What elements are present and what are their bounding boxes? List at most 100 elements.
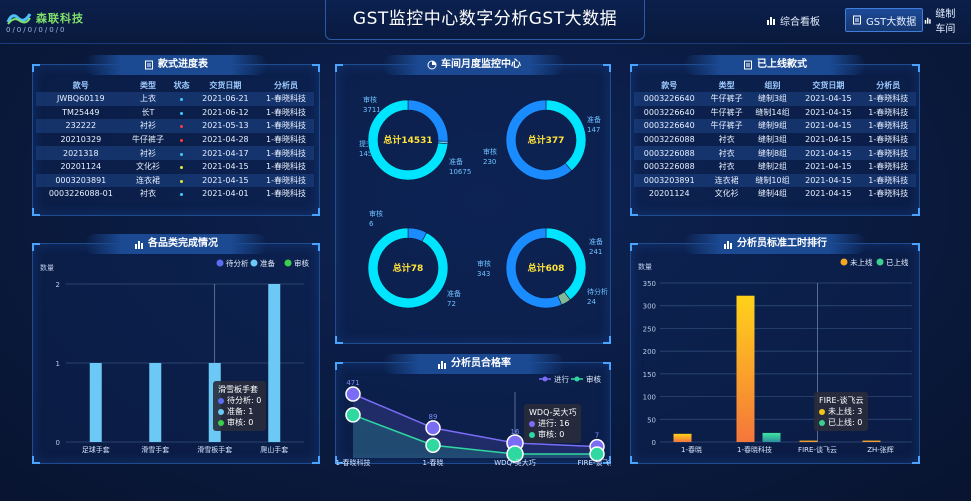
status-cell	[170, 119, 193, 133]
category-tooltip: 滑雪板手套 待分析: 0 准备: 1 审核: 0	[213, 381, 267, 431]
nav-sewing-workshop[interactable]: 缝制车间	[918, 8, 971, 35]
column-header[interactable]: 交货日期	[812, 80, 845, 90]
column-header[interactable]: 分析员	[876, 80, 901, 90]
donut-slice-label: 审核	[363, 95, 377, 104]
table-cell: 2021-04-17	[192, 146, 258, 160]
table-cell: 2021-04-01	[202, 189, 249, 199]
table-row[interactable]: 0003203891 连衣裙 2021-04-15 1-春晓科技	[36, 173, 314, 188]
donut-slice-value: 10675	[449, 168, 471, 176]
table-row[interactable]: 0003226088 衬衣 缝制2组 2021-04-15 1-春晓科技	[634, 160, 916, 174]
table-row[interactable]: 0003226088 衬衣 缝制8组 2021-04-15 1-春晓科技	[634, 146, 916, 160]
tooltip-line: 未上线: 3	[819, 406, 863, 417]
nav-gst-bigdata[interactable]: GST大数据	[845, 8, 924, 32]
style-progress-title: 款式进度表	[85, 55, 267, 75]
hours-tooltip: FIRE-谈飞云 未上线: 3 已上线: 0	[814, 392, 869, 431]
legend-label: 审核	[294, 258, 309, 268]
table-row[interactable]: JWBQ60119 上衣 2021-06-21 1-春晓科技	[36, 92, 314, 106]
column-header[interactable]: 款号	[661, 80, 678, 90]
bar	[762, 432, 781, 442]
data-point	[506, 445, 524, 463]
table-cell: 1-春晓科技	[860, 119, 916, 133]
data-point	[589, 446, 605, 462]
table-cell: 衬衣	[718, 162, 735, 172]
status-dot-icon	[180, 179, 184, 183]
table-row[interactable]: 0003226640 牛仔裤子 缝制3组 2021-04-15 1-春晓科技	[634, 92, 916, 106]
nav-gst-bigdata-label: GST大数据	[866, 16, 917, 28]
table-row[interactable]: 20210329 牛仔裤子 2021-04-28 1-春晓科技	[36, 133, 314, 147]
column-header[interactable]: 款号	[72, 80, 89, 90]
column-header[interactable]: 分析员	[273, 80, 298, 90]
table-cell: 1-春晓科技	[860, 146, 916, 160]
table-cell: 1-春晓科技	[868, 162, 909, 172]
table-cell: 0003203891	[634, 173, 705, 188]
x-tick-label: 滑雪手套	[141, 445, 169, 454]
column-header[interactable]: 状态	[173, 80, 190, 90]
bar-chart-icon	[135, 241, 143, 249]
table-row[interactable]: 0003226088 衬衣 缝制3组 2021-04-15 1-春晓科技	[634, 133, 916, 147]
table-cell: 0003226640	[634, 92, 705, 106]
table-row[interactable]: TM25449 长T 2021-06-12 1-春晓科技	[36, 106, 314, 120]
bar	[736, 295, 755, 442]
series-area	[353, 394, 597, 458]
table-row[interactable]: 0003226640 牛仔裤子 缝制14组 2021-04-15 1-春晓科技	[634, 106, 916, 120]
table-cell: 缝制3组	[757, 135, 788, 145]
x-tick-label: 爬山手套	[260, 445, 288, 454]
table-cell: 2021-06-21	[192, 92, 258, 106]
table-row[interactable]: 2021318 衬衫 2021-04-17 1-春晓科技	[36, 146, 314, 160]
column-header[interactable]: 类型	[140, 80, 157, 90]
donut-slice	[505, 227, 563, 309]
y-tick-label: 1	[56, 360, 60, 368]
legend-label: 审核	[586, 374, 601, 384]
status-cell	[170, 187, 192, 201]
table-cell: 2021-05-13	[192, 119, 258, 133]
table-cell: 衬衣	[704, 146, 749, 160]
donut-slice-label: 审核	[483, 147, 497, 156]
data-point	[345, 407, 361, 423]
status-cell	[170, 133, 192, 147]
table-row[interactable]: 232222 衬衫 2021-05-13 1-春晓科技	[36, 119, 314, 133]
bar-chart-icon	[724, 241, 732, 249]
status-cell	[170, 146, 193, 160]
table-row[interactable]: 20201124 文化衫 2021-04-15 1-春晓科技	[36, 160, 314, 174]
donut-slice-label: 准备	[587, 115, 601, 124]
legend-marker	[250, 259, 258, 267]
donut-slice-label: 审核	[477, 259, 491, 268]
table-cell: 牛仔裤子	[132, 135, 165, 145]
tooltip-line: 已上线: 0	[819, 417, 863, 428]
column-header[interactable]: 组别	[764, 80, 781, 90]
nav-overview[interactable]: 综合看板	[760, 8, 826, 32]
table-cell: 1-春晓科技	[860, 92, 916, 106]
table-row[interactable]: 0003226088-01 衬衣 2021-04-01 1-春晓科技	[36, 187, 314, 201]
table-cell: 1-春晓科技	[257, 92, 314, 106]
table-cell: 牛仔裤子	[704, 119, 749, 133]
donut-chart: 准备 241 待分析 24 审核 343 总计608	[477, 227, 608, 309]
title-plate	[325, 0, 645, 40]
nav-sewing-workshop-label: 缝制车间	[935, 9, 956, 35]
table-row[interactable]: 20201124 文化衫 缝制4组 2021-04-15 1-春晓科技	[634, 187, 916, 201]
legend-marker	[542, 376, 548, 382]
table-cell: 缝制10组	[748, 173, 797, 188]
tooltip-value: 审核: 0	[227, 418, 254, 427]
tooltip-title: WDQ-吴大巧	[529, 408, 577, 417]
bar	[799, 440, 818, 442]
y-axis-label: 数量	[40, 263, 54, 272]
status-cell	[170, 173, 193, 188]
table-cell: 0003226088-01	[48, 189, 113, 199]
table-cell: 缝制9组	[748, 119, 797, 133]
table-row[interactable]: 0003203891 连衣裙 缝制10组 2021-04-15 1-春晓科技	[634, 173, 916, 188]
workshop-monitor-title: 车间月度监控中心	[383, 55, 565, 75]
x-tick-label: WDQ-吴大巧	[494, 458, 536, 467]
table-cell: 1-春晓科技	[860, 173, 916, 188]
table-cell: 2021-06-12	[202, 107, 249, 117]
column-header[interactable]: 类型	[718, 80, 735, 90]
table-row[interactable]: 0003226640 牛仔裤子 缝制9组 2021-04-15 1-春晓科技	[634, 119, 916, 133]
y-tick-label: 250	[643, 325, 656, 333]
donut-slice-value: 343	[477, 270, 490, 278]
tooltip-swatch	[529, 420, 535, 427]
donut-slice-value: 6	[369, 220, 374, 228]
column-header[interactable]: 交货日期	[209, 80, 242, 90]
tooltip-value: 待分析: 0	[227, 396, 262, 405]
donut-slice-label: 准备	[449, 157, 463, 166]
tooltip-line: 准备: 1	[218, 406, 261, 417]
table-cell: 2021318	[36, 146, 126, 160]
